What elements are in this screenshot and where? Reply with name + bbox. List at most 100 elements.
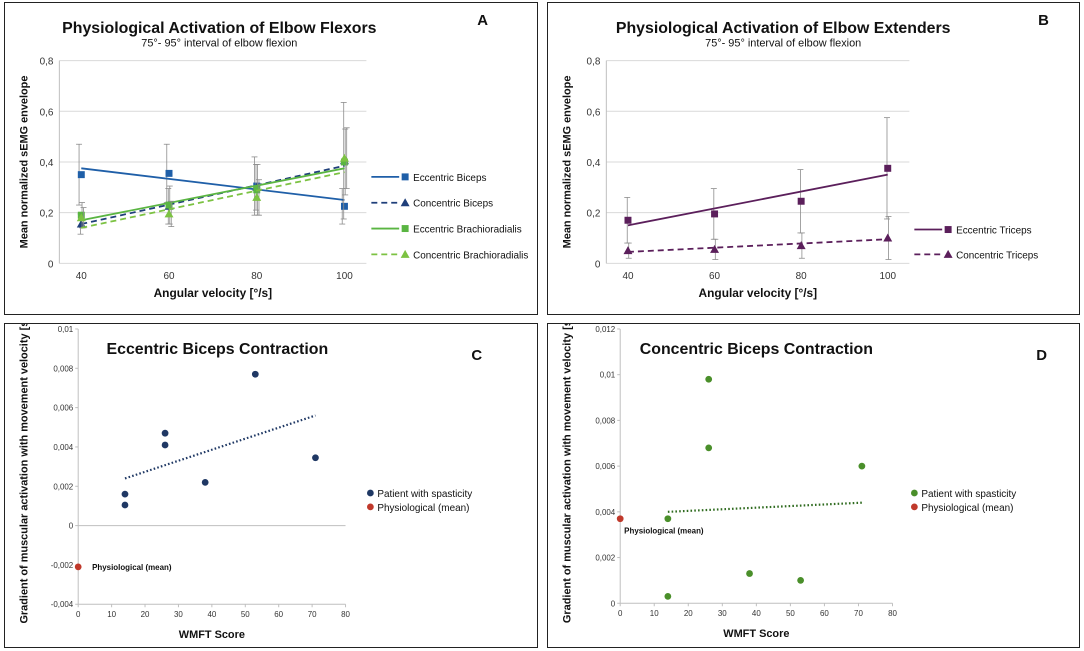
x-tick-label: 30	[174, 610, 183, 619]
legend-marker	[367, 489, 374, 497]
x-tick-label: 0	[76, 610, 81, 619]
x-tick-label: 60	[820, 609, 829, 618]
x-tick-label: 40	[207, 610, 216, 619]
y-tick-label: 0,4	[587, 158, 601, 169]
legend-marker	[910, 489, 918, 497]
x-tick-label: 60	[163, 271, 175, 282]
legend-marker	[367, 503, 374, 511]
trend-line	[81, 171, 345, 229]
data-point	[121, 501, 129, 509]
data-point	[161, 441, 169, 449]
panel-letter: C	[471, 348, 482, 364]
data-point	[797, 197, 805, 205]
panel-letter: A	[477, 13, 488, 29]
data-point	[884, 164, 892, 172]
x-tick-label: 70	[308, 610, 317, 619]
trend-line	[627, 238, 888, 253]
x-tick-label: 80	[341, 610, 350, 619]
point-annotation: Physiological (mean)	[624, 527, 704, 536]
data-point	[705, 375, 713, 383]
x-tick-label: 50	[241, 610, 250, 619]
legend-label: Concentric Triceps	[956, 250, 1038, 261]
x-tick-label: 60	[709, 271, 721, 282]
y-tick-label: 0,008	[53, 364, 73, 373]
data-point	[746, 570, 753, 577]
y-tick-label: 0,6	[40, 107, 54, 118]
legend-marker	[944, 226, 952, 234]
panel-letter: B	[1038, 13, 1049, 29]
panel-a-elbow-flexors: Physiological Activation of Elbow Flexor…	[4, 2, 538, 315]
chart-subtitle: 75°- 95° interval of elbow flexion	[705, 38, 861, 50]
legend-label: Eccentric Brachioradialis	[413, 225, 522, 236]
y-tick-label: 0,6	[587, 107, 601, 118]
data-point	[664, 515, 672, 523]
trendline	[124, 414, 316, 480]
y-tick-label: 0,8	[40, 57, 54, 68]
legend-marker	[401, 225, 409, 233]
y-axis-label: Mean normalized sEMG envelope	[19, 76, 31, 249]
y-tick-label: 0,006	[595, 462, 615, 471]
x-tick-label: 40	[622, 271, 634, 282]
data-point	[797, 577, 804, 584]
legend-marker	[943, 249, 953, 258]
x-tick-label: 50	[786, 609, 795, 618]
y-axis-label: Gradient of muscular activation with mov…	[19, 324, 31, 624]
x-axis-label: WMFT Score	[179, 629, 245, 641]
data-point	[340, 158, 348, 166]
chart-b-svg: Physiological Activation of Elbow Extend…	[562, 13, 1050, 300]
panel-d-concentric-biceps: Concentric Biceps Contraction D 0 0,002 0,00…	[547, 323, 1080, 648]
x-tick-label: 100	[879, 271, 896, 282]
trendline	[667, 501, 862, 513]
data-point	[883, 233, 893, 242]
y-tick-label: 0,8	[587, 57, 601, 68]
data-point	[76, 213, 86, 222]
trend-line	[627, 173, 888, 227]
y-tick-label: 0,2	[587, 209, 601, 220]
data-point	[251, 370, 259, 378]
chart-c-svg: Eccentric Biceps Contraction C -0,004 -0,00…	[19, 324, 483, 641]
x-tick-label: 20	[141, 610, 150, 619]
data-point	[623, 246, 633, 255]
x-tick-label: 10	[650, 609, 659, 618]
x-axis-label: Angular velocity [°/s]	[699, 286, 818, 300]
data-point	[711, 210, 719, 218]
panel-letter: D	[1036, 348, 1047, 364]
data-point	[164, 209, 174, 218]
y-tick-label: 0,002	[53, 482, 73, 491]
y-tick-label: -0,002	[51, 561, 74, 570]
data-point	[161, 429, 169, 437]
data-point	[165, 169, 173, 177]
y-tick-label: 0,004	[595, 508, 615, 517]
y-tick-label: 0,008	[595, 416, 615, 425]
legend-label: Physiological (mean)	[377, 503, 469, 514]
legend-label: Physiological (mean)	[921, 503, 1013, 514]
x-tick-label: 40	[76, 271, 88, 282]
y-tick-label: 0,2	[40, 209, 54, 220]
chart-title: Concentric Biceps Contraction	[640, 341, 873, 358]
y-tick-label: -0,004	[51, 600, 74, 609]
x-tick-label: 80	[251, 271, 263, 282]
x-tick-label: 80	[796, 271, 808, 282]
y-tick-label: 0,004	[53, 443, 73, 452]
legend-label: Patient with spasticity	[377, 489, 472, 500]
y-tick-label: 0	[48, 259, 54, 270]
data-point	[339, 153, 349, 162]
y-tick-label: 0,01	[600, 371, 616, 380]
chart-title: Physiological Activation of Elbow Extend…	[616, 20, 951, 37]
data-point	[624, 216, 632, 224]
data-point	[710, 244, 720, 253]
chart-subtitle: 75°- 95° interval of elbow flexion	[141, 38, 297, 50]
legend-label: Patient with spasticity	[921, 489, 1016, 500]
chart-title: Physiological Activation of Elbow Flexor…	[62, 20, 376, 37]
data-point	[858, 462, 866, 470]
y-tick-label: 0,002	[595, 554, 615, 563]
data-point	[74, 563, 82, 571]
y-axis-label: Mean normalized sEMG envelope	[562, 76, 574, 249]
data-point	[121, 490, 129, 498]
legend-marker	[910, 503, 918, 511]
data-point	[664, 593, 672, 600]
y-tick-label: 0	[595, 259, 601, 270]
x-tick-label: 20	[684, 609, 693, 618]
x-tick-label: 60	[274, 610, 283, 619]
legend-label: Concentric Brachioradialis	[413, 250, 528, 261]
